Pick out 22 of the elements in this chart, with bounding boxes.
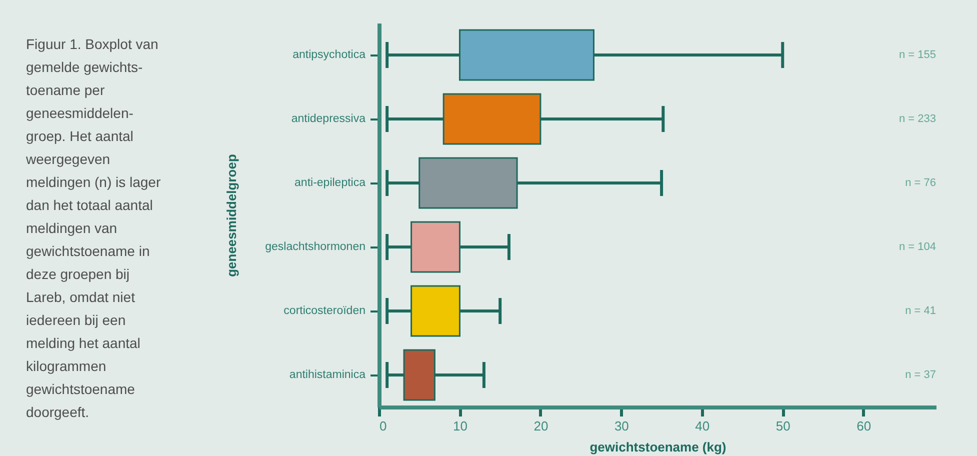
annotation: n = 37 (905, 369, 936, 381)
x-tick-label: 20 (534, 418, 548, 434)
annotation: n = 233 (898, 113, 936, 125)
x-tick-label: 10 (452, 418, 468, 434)
annotation: n = 155 (898, 49, 936, 61)
text: Figuur 1. Boxplot van gemelde gewichts- toename per geneesmiddelen- groep. Het aantal weergegeven meldingen (n) is lager dan het totaal aantal meldingen van gewichtstoename in deze groepen bij Lareb, omdat niet iedereen bij een melding het aantal kilogrammen gewichtstoename doorgeeft. (26, 36, 161, 420)
y-tick-label: corticosteroïden (284, 305, 366, 317)
y-tick-label: anti-epileptica (294, 177, 366, 189)
y-tick-label: antidepressiva (291, 113, 366, 125)
x-tick-label: 60 (856, 418, 872, 434)
annotation: n = 104 (898, 241, 936, 253)
y-axis-title: geneesmiddelgroep (224, 154, 240, 277)
y-tick-label: antihistaminica (289, 369, 366, 381)
x-tick-label: 0 (380, 418, 387, 434)
y-tick-label: geslachtshormonen (265, 241, 366, 253)
y-tick-label: antipsychotica (292, 49, 366, 61)
x-tick-label: 30 (614, 418, 629, 434)
x-tick-label: 50 (776, 418, 790, 434)
x-tick-label: 40 (695, 418, 710, 434)
annotation: n = 76 (905, 177, 936, 189)
x-axis-title: gewichtstoename (kg) (590, 440, 726, 454)
annotation: n = 41 (905, 305, 936, 317)
